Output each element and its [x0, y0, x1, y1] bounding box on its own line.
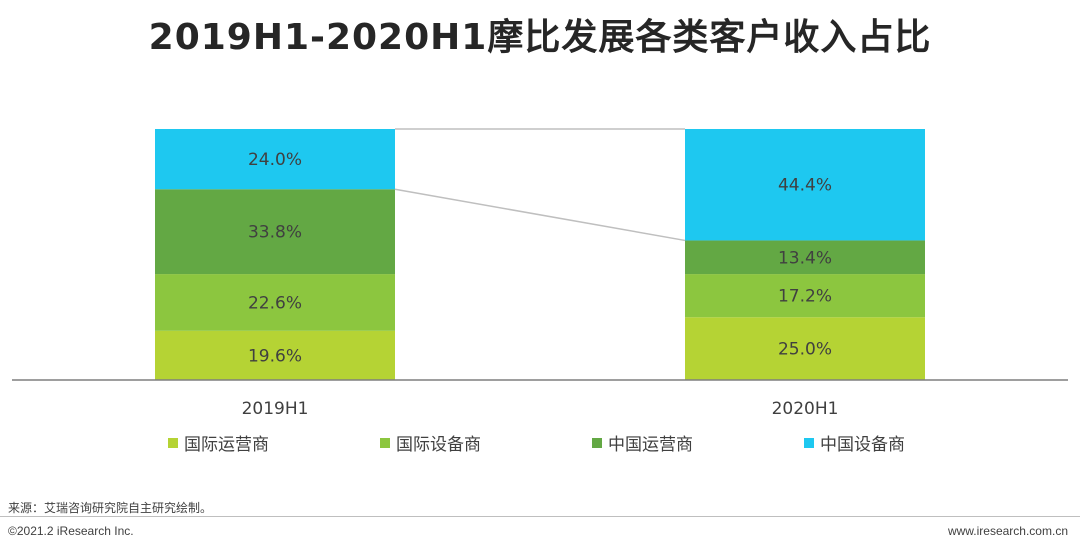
- legend-item-intl-vendor: 国际设备商: [380, 430, 481, 455]
- x-tick-label-2020H1: 2020H1: [772, 399, 839, 419]
- stacked-bar-chart: 19.6% 22.6% 33.8% 24.0% 2019H1 25.0% 17.2% 13.4…: [12, 128, 1068, 419]
- x-tick-label-2019H1: 2019H1: [242, 399, 309, 419]
- legend: 国际运营商 国际设备商 中国运营商 中国设备商: [0, 430, 1080, 455]
- bar-segment-2020H1-0: [685, 317, 925, 380]
- bar-segment-2020H1-2: [685, 240, 925, 275]
- data-label-2019H1-0: 19.6%: [248, 346, 302, 366]
- data-label-2020H1-0: 25.0%: [778, 340, 832, 360]
- bar-segment-2019H1-1: [155, 274, 395, 331]
- bar-segment-2019H1-2: [155, 189, 395, 275]
- legend-swatch-cn-operator: [592, 437, 602, 448]
- data-label-2020H1-3: 44.4%: [778, 176, 832, 196]
- source-note: 来源：艾瑞咨询研究院自主研究绘制。: [8, 501, 213, 515]
- copyright: ©2021.2 iResearch Inc.: [8, 524, 134, 538]
- legend-swatch-cn-vendor: [804, 437, 814, 448]
- legend-swatch-intl-operator: [168, 437, 178, 448]
- data-label-2019H1-1: 22.6%: [248, 293, 302, 313]
- chart-title: 2019H1-2020H1摩比发展各类客户收入占比: [148, 17, 932, 58]
- bar-segment-2020H1-1: [685, 274, 925, 318]
- legend-label-intl-vendor: 国际设备商: [396, 435, 481, 455]
- legend-label-cn-operator: 中国运营商: [608, 435, 693, 455]
- legend-item-intl-operator: 国际运营商: [168, 430, 269, 455]
- legend-label-intl-operator: 国际运营商: [184, 435, 269, 455]
- legend-swatch-intl-vendor: [380, 437, 390, 448]
- footer-divider: [0, 516, 1080, 517]
- data-label-2019H1-2: 33.8%: [248, 223, 302, 243]
- data-label-2020H1-1: 17.2%: [778, 287, 832, 307]
- website-link[interactable]: www.iresearch.com.cn: [947, 524, 1068, 538]
- bar-segment-2019H1-0: [155, 330, 395, 380]
- bar-segment-2019H1-3: [155, 129, 395, 190]
- data-label-2020H1-2: 13.4%: [778, 248, 832, 268]
- legend-item-cn-vendor: 中国设备商: [804, 430, 905, 455]
- legend-item-cn-operator: 中国运营商: [592, 430, 693, 455]
- data-label-2019H1-3: 24.0%: [248, 150, 302, 170]
- connector-line-series-boundary: [394, 188, 686, 242]
- legend-label-cn-vendor: 中国设备商: [820, 435, 905, 455]
- bar-segment-2020H1-3: [685, 129, 925, 241]
